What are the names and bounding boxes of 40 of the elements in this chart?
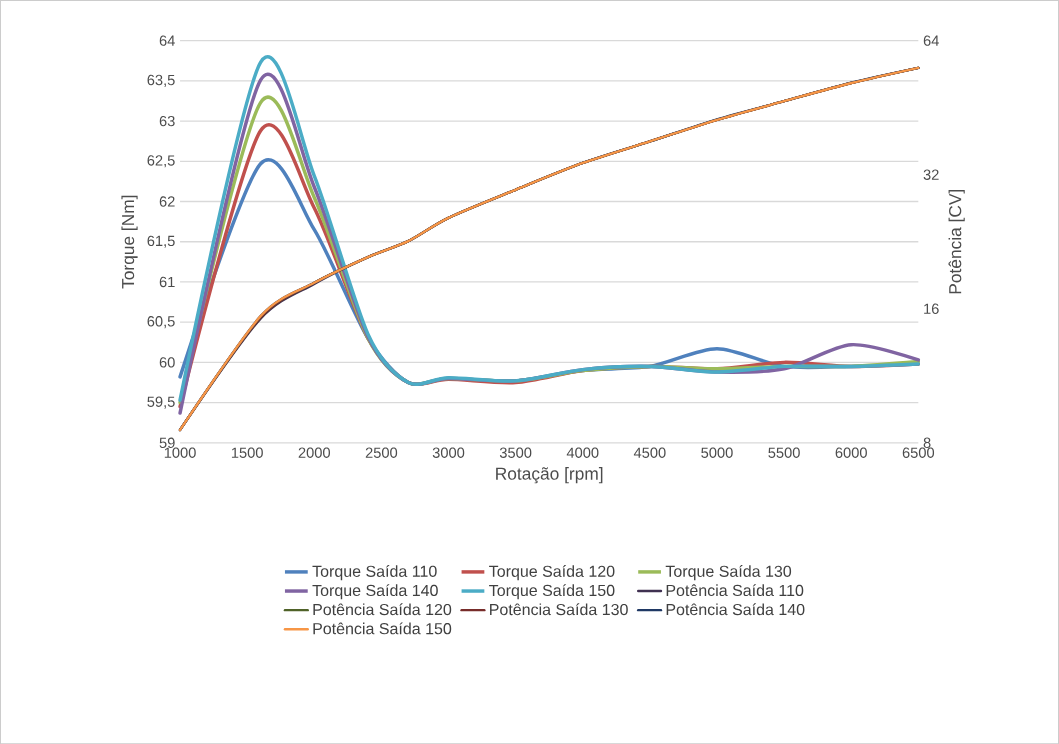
- legend-label: Torque Saída 130: [665, 564, 792, 581]
- y-tick-label: 64: [159, 35, 175, 46]
- legend-label: Torque Saída 110: [312, 564, 437, 581]
- y2-axis-title: Potência [CV]: [948, 189, 965, 294]
- y-axis-title: Torque [Nm]: [121, 195, 138, 289]
- legend-label: Torque Saída 120: [489, 564, 615, 581]
- y2-tick-label: 16: [924, 303, 939, 314]
- x-tick-label: 6000: [835, 447, 867, 458]
- legend-label: Potência Saída 140: [666, 603, 805, 616]
- legend-label: Torque Saída 140: [312, 584, 438, 600]
- x-tick-label: 2000: [298, 447, 330, 458]
- x-tick-label: 1500: [231, 447, 263, 458]
- y-tick-label: 62: [159, 196, 175, 207]
- x-tick-label: 6500: [902, 447, 935, 458]
- legend-label: Potência Saída 130: [490, 603, 628, 616]
- x-tick-label: 3000: [432, 447, 465, 458]
- x-tick-label: 4500: [633, 447, 666, 458]
- y2-tick-label: 32: [923, 169, 939, 180]
- y-tick-label: 59: [159, 437, 175, 448]
- legend-label: Potência Saída 110: [666, 584, 804, 596]
- y2-tick-label: 64: [923, 35, 939, 46]
- x-tick-label: 4000: [566, 447, 599, 458]
- legend-label: Torque Saída 150: [489, 584, 615, 600]
- x-tick-label: 2500: [365, 447, 398, 458]
- y2-tick-label: 8: [923, 437, 931, 448]
- y-tick-label: 60: [159, 357, 175, 368]
- x-tick-label: 5500: [768, 447, 800, 458]
- y-tick-label: 63,5: [147, 74, 175, 87]
- x-tick-label: 1000: [164, 447, 196, 458]
- y-tick-label: 61,5: [147, 235, 175, 248]
- x-axis-title: Rotação [rpm]: [496, 466, 603, 484]
- legend-label: Potência Saída 150: [313, 622, 452, 635]
- x-tick-label: 5000: [701, 447, 733, 458]
- y-tick-label: 61: [159, 276, 175, 288]
- legend-label: Potência Saída 120: [313, 603, 452, 616]
- y-tick-label: 63: [159, 115, 175, 127]
- y-tick-label: 59,5: [147, 396, 175, 409]
- y-tick-label: 60,5: [147, 316, 175, 329]
- x-tick-label: 3500: [499, 447, 532, 458]
- y-tick-label: 62,5: [147, 155, 175, 168]
